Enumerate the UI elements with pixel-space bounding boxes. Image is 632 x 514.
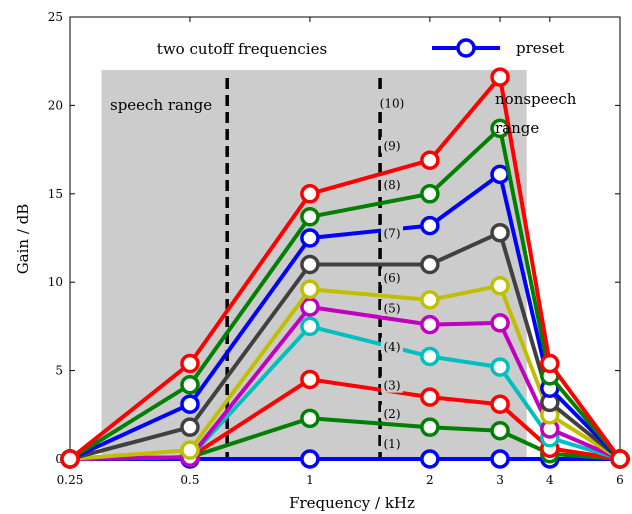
data-point — [60, 449, 80, 469]
data-point — [420, 387, 440, 407]
legend-marker — [456, 38, 476, 58]
curve-label-background — [381, 299, 403, 316]
data-point — [490, 164, 510, 185]
data-point — [490, 222, 510, 243]
data-point — [420, 150, 440, 170]
data-point — [420, 449, 440, 469]
y-tick-label: 25 — [48, 10, 63, 24]
data-point — [420, 346, 440, 367]
legend: preset — [432, 38, 564, 58]
curve-label: (8) — [384, 178, 401, 192]
data-point — [490, 275, 510, 296]
x-axis-title: Frequency / kHz — [289, 494, 415, 512]
y-tick-label: 15 — [48, 187, 63, 201]
x-tick-label: 3 — [496, 473, 504, 487]
curve-label: (5) — [384, 302, 401, 316]
curve-label: (10) — [380, 97, 405, 111]
series-9 — [60, 118, 630, 469]
y-tick-label: 20 — [48, 98, 63, 112]
curve-label: (2) — [384, 407, 401, 421]
curve-label-background — [377, 94, 407, 111]
data-point — [420, 290, 440, 310]
data-point — [490, 449, 510, 469]
data-point — [180, 440, 200, 460]
data-point — [490, 357, 510, 377]
data-point — [180, 353, 200, 374]
curve-label-background — [381, 404, 403, 421]
curve-label: (1) — [384, 437, 401, 451]
annotation-nonspeech-line1: nonspeech — [495, 90, 577, 108]
curve-label: (6) — [384, 271, 401, 285]
curve-label-background — [381, 337, 403, 354]
data-point — [610, 449, 630, 469]
y-axis-title: Gain / dB — [14, 204, 32, 275]
x-tick-label: 2 — [426, 473, 434, 487]
y-tick-label: 5 — [55, 364, 63, 378]
curve-label: (4) — [384, 340, 401, 354]
data-point — [300, 254, 320, 275]
data-point — [300, 408, 320, 429]
data-point — [420, 254, 440, 275]
curve-label-background — [381, 175, 403, 192]
curve-label: (3) — [384, 379, 401, 393]
data-point — [300, 316, 320, 337]
data-point — [300, 184, 320, 204]
data-point — [420, 417, 440, 437]
data-point — [420, 184, 440, 204]
data-point — [490, 313, 510, 333]
legend-entry-preset: preset — [516, 39, 564, 57]
data-point — [490, 67, 510, 87]
curve-label-background — [381, 224, 403, 241]
curve-label: (7) — [384, 227, 401, 241]
series-7 — [60, 222, 630, 469]
annotation-cutoff-frequencies: two cutoff frequencies — [157, 40, 327, 58]
curve-label-background — [381, 376, 403, 393]
curve-label: (9) — [384, 139, 401, 153]
data-point — [180, 394, 200, 414]
data-point — [540, 353, 560, 374]
data-point — [300, 369, 320, 390]
data-point — [300, 279, 320, 300]
data-point — [180, 374, 200, 395]
curve-label-background — [381, 435, 403, 451]
data-point — [490, 420, 510, 441]
x-tick-label: 6 — [616, 473, 624, 487]
data-point — [300, 297, 320, 317]
data-point — [490, 394, 510, 414]
annotation-speech-range: speech range — [110, 96, 212, 114]
annotation-nonspeech-line2: range — [495, 119, 539, 137]
x-tick-label: 0.5 — [180, 473, 199, 487]
x-tick-label: 0.25 — [57, 473, 84, 487]
data-point — [300, 449, 320, 469]
x-tick-label: 4 — [546, 473, 554, 487]
curve-label-background — [381, 268, 403, 285]
y-tick-label: 0 — [55, 452, 63, 466]
data-point — [300, 207, 320, 227]
curve-label-background — [381, 137, 403, 154]
data-point — [420, 314, 440, 335]
data-point — [300, 228, 320, 248]
x-tick-label: 1 — [306, 473, 314, 487]
data-point — [180, 417, 200, 437]
series-10 — [60, 67, 630, 469]
data-point — [420, 215, 440, 236]
y-tick-label: 10 — [48, 275, 63, 289]
